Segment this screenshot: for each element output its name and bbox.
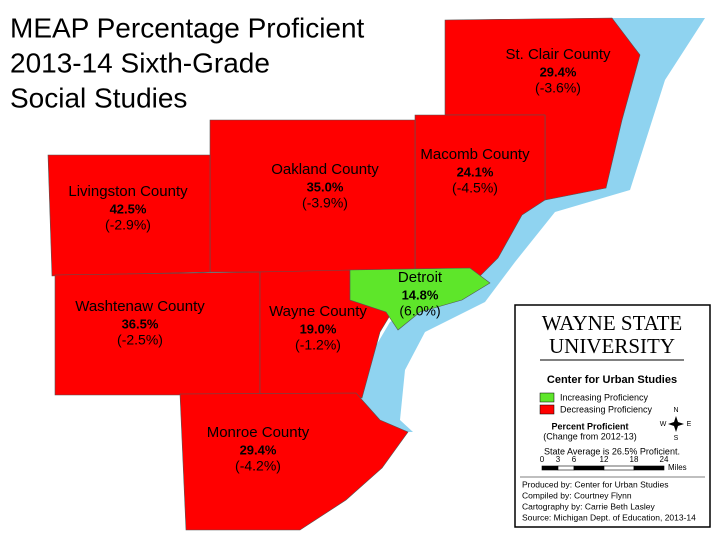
compass-letter: N — [673, 407, 678, 414]
credit: Produced by: Center for Urban Studies — [522, 479, 668, 489]
region-name: Livingston County — [68, 183, 188, 200]
region-name: Detroit — [398, 269, 443, 286]
region-change: (-4.5%) — [452, 180, 498, 196]
scale-tick: 6 — [572, 455, 577, 464]
region-name: Macomb County — [420, 146, 530, 163]
compass-letter: S — [674, 435, 679, 442]
region-percent: 35.0% — [307, 179, 344, 194]
legend-label: Decreasing Proficiency — [560, 404, 653, 414]
region-percent: 24.1% — [457, 164, 494, 179]
center-name: Center for Urban Studies — [547, 374, 677, 386]
legend-swatch — [539, 392, 555, 403]
region-percent: 36.5% — [122, 316, 159, 331]
region-name: Oakland County — [271, 161, 379, 178]
scale-bar — [557, 465, 575, 471]
region — [349, 267, 491, 331]
scale-unit: Miles — [668, 463, 687, 472]
region-change: (-2.9%) — [105, 217, 151, 233]
scale-bar — [633, 465, 665, 471]
state-average: State Average is 26.5% Proficient. — [544, 446, 680, 456]
credit: Compiled by: Courtney Flynn — [522, 490, 632, 500]
region-change: (-4.2%) — [235, 458, 281, 474]
compass-letter: E — [687, 421, 692, 428]
scale-tick: 18 — [630, 455, 639, 464]
region-percent: 29.4% — [540, 64, 577, 79]
title-line: Social Studies — [10, 82, 187, 113]
region — [179, 392, 409, 531]
region-change: (-3.6%) — [535, 80, 581, 96]
region-name: Monroe County — [207, 424, 310, 441]
percent-sub: (Change from 2012-13) — [543, 431, 637, 441]
scale-tick: 24 — [660, 455, 669, 464]
scale-bar — [541, 465, 559, 471]
credit: Source: Michigan Dept. of Education, 201… — [522, 512, 696, 522]
region-change: (-3.9%) — [302, 195, 348, 211]
scale-tick: 3 — [556, 455, 561, 464]
region-change: (-1.2%) — [295, 337, 341, 353]
region-percent: 42.5% — [110, 201, 147, 216]
legend-label: Increasing Proficiency — [560, 392, 649, 402]
region-name: St. Clair County — [505, 46, 611, 63]
scale-tick: 0 — [540, 455, 545, 464]
region-change: (-2.5%) — [117, 332, 163, 348]
title-line: MEAP Percentage Proficient — [10, 12, 365, 43]
scale-tick: 12 — [600, 455, 609, 464]
legend-box — [514, 304, 711, 528]
compass-letter: W — [660, 421, 667, 428]
scale-bar — [603, 465, 635, 471]
scale-bar — [573, 465, 605, 471]
title-line: 2013-14 Sixth-Grade — [10, 47, 270, 78]
credit: Cartography by: Carrie Beth Lasley — [522, 501, 656, 511]
region-name: Washtenaw County — [75, 298, 205, 315]
region-percent: 29.4% — [240, 442, 277, 457]
logo: UNIVERSITY — [549, 334, 675, 358]
region-change: (6.0%) — [399, 303, 440, 319]
percent-title: Percent Proficient — [551, 421, 628, 431]
region-percent: 19.0% — [300, 321, 337, 336]
legend-swatch — [539, 404, 555, 415]
logo: WAYNE STATE — [542, 311, 682, 335]
compass — [668, 416, 684, 432]
region-percent: 14.8% — [402, 287, 439, 302]
region — [47, 154, 211, 277]
region-name: Wayne County — [269, 303, 367, 320]
